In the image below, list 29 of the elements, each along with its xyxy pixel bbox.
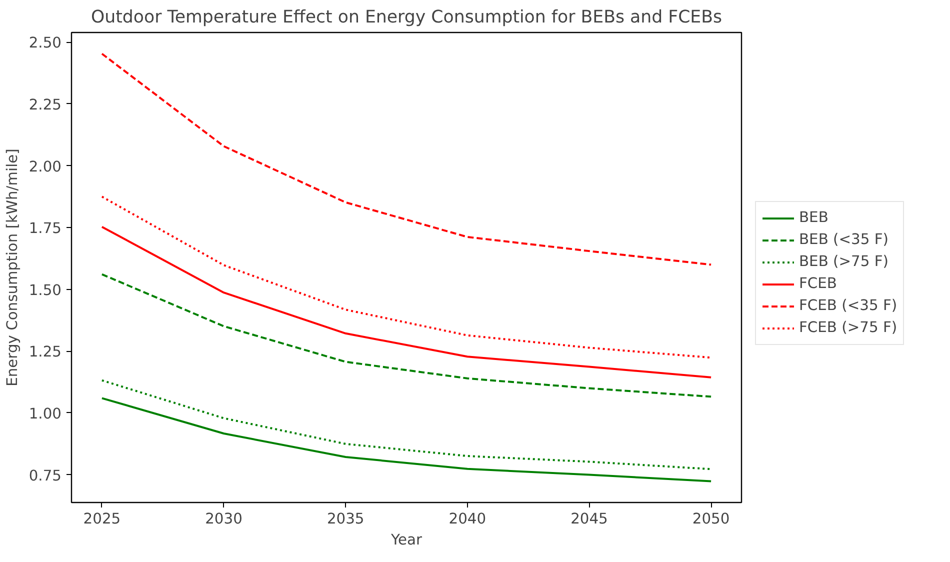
y-tick-label: 0.75 (28, 467, 62, 484)
line-series (100, 52, 712, 266)
line-series (100, 226, 712, 378)
line-series (100, 397, 712, 482)
y-tick-label: 1.75 (28, 220, 62, 238)
legend-label: FCEB (799, 275, 837, 292)
line-series (100, 196, 712, 359)
x-axis-title: Year (390, 532, 423, 548)
x-tick-label: 2030 (205, 510, 242, 528)
legend-label: FCEB (<35 F) (799, 297, 898, 314)
line-series (100, 273, 712, 398)
chart-title: Outdoor Temperature Effect on Energy Consumption for BEBs and FCEBs (90, 8, 722, 28)
x-tick-label: 2035 (326, 510, 364, 528)
y-axis-title: Energy Consumption [kWh/mile] (4, 148, 21, 386)
x-tick-label: 2050 (692, 510, 730, 528)
line-series (100, 379, 712, 470)
x-tick-label: 2025 (83, 510, 121, 528)
y-tick-label: 2.50 (28, 34, 62, 52)
legend-label: BEB (<35 F) (799, 231, 888, 248)
y-tick-label: 2.25 (28, 96, 62, 114)
legend-label: BEB (799, 209, 828, 226)
y-tick-label: 1.50 (28, 282, 62, 299)
y-tick-label: 1.00 (28, 406, 62, 422)
x-tick-label: 2040 (448, 510, 486, 528)
legend-label: FCEB (>75 F) (799, 319, 898, 336)
legend-label: BEB (>75 F) (799, 253, 888, 270)
y-tick-label: 2.00 (28, 158, 62, 176)
x-tick-label: 2045 (570, 510, 608, 528)
y-tick-label: 1.25 (28, 344, 62, 361)
